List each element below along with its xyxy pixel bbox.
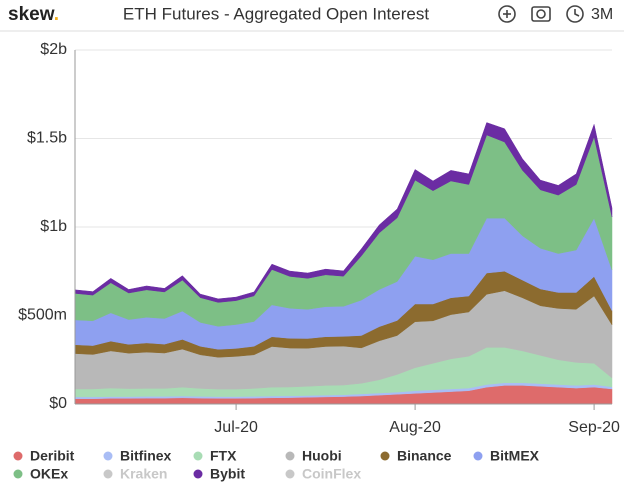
legend-marker [13, 451, 23, 461]
x-tick-label: Sep-20 [568, 419, 620, 436]
logo-dot: . [54, 4, 59, 25]
range-label[interactable]: 3M [591, 6, 613, 23]
chart-title: ETH Futures - Aggregated Open Interest [123, 4, 429, 23]
y-tick-label: $0 [49, 395, 67, 412]
camera-button[interactable] [531, 6, 551, 22]
area [74, 122, 613, 303]
legend-label[interactable]: Bybit [210, 466, 245, 482]
legend-marker [380, 451, 390, 461]
legend-label[interactable]: Bitfinex [120, 448, 172, 464]
x-tick-label: Aug-20 [389, 419, 441, 436]
legend-marker [473, 451, 483, 461]
legend-label[interactable]: Kraken [120, 466, 167, 482]
legend-marker [285, 469, 295, 479]
logo-word: skew [8, 4, 55, 25]
range-button[interactable]: 3M [566, 5, 613, 23]
y-tick-label: $1.5b [27, 130, 67, 147]
legend-marker [13, 469, 23, 479]
legend-label[interactable]: CoinFlex [302, 466, 361, 482]
y-tick-label: $1b [40, 218, 67, 235]
legend-marker [285, 451, 295, 461]
legend-label[interactable]: FTX [210, 448, 237, 464]
legend-marker [103, 469, 113, 479]
x-tick-label: Jul-20 [214, 419, 258, 436]
legend-label[interactable]: BitMEX [490, 448, 540, 464]
logo: skew. [8, 4, 59, 25]
legend-marker [193, 469, 203, 479]
legend-label[interactable]: Deribit [30, 448, 75, 464]
y-tick-label: $500m [18, 307, 67, 324]
y-tick-label: $2b [40, 41, 67, 58]
legend-label[interactable]: Huobi [302, 448, 342, 464]
legend-label[interactable]: OKEx [30, 466, 68, 482]
legend-marker [193, 451, 203, 461]
legend-label[interactable]: Binance [397, 448, 452, 464]
legend-marker [103, 451, 113, 461]
add-button[interactable] [498, 5, 516, 23]
